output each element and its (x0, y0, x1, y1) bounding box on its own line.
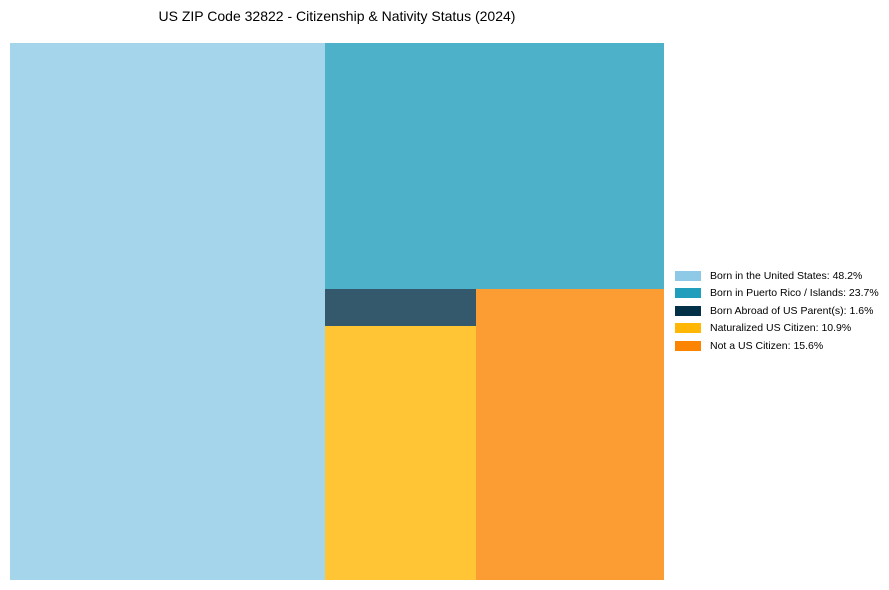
tile-born-in-the-united-states (10, 43, 326, 580)
tile-born-abroad-of-us-parent-s (325, 288, 476, 326)
legend-label-naturalized-us-citizen: Naturalized US Citizen: 10.9% (710, 322, 852, 335)
chart-title: US ZIP Code 32822 - Citizenship & Nativi… (158, 8, 516, 24)
legend-label-not-a-us-citizen: Not a US Citizen: 15.6% (710, 339, 824, 352)
legend-swatch-born-abroad-of-us-parent-s (675, 305, 701, 316)
legend-item-born-in-the-united-states: Born in the United States: 48.2% (675, 267, 879, 285)
legend-swatch-naturalized-us-citizen (675, 323, 701, 334)
legend-swatch-born-in-the-united-states (675, 270, 701, 281)
legend-label-born-in-puerto-rico-islands: Born in Puerto Rico / Islands: 23.7% (710, 287, 879, 300)
legend-item-not-a-us-citizen: Not a US Citizen: 15.6% (675, 337, 879, 355)
tile-naturalized-us-citizen (325, 325, 476, 580)
legend: Born in the United States: 48.2% Born in … (675, 267, 879, 355)
legend-item-born-abroad-of-us-parent-s: Born Abroad of US Parent(s): 1.6% (675, 302, 879, 320)
legend-swatch-not-a-us-citizen (675, 340, 701, 351)
legend-swatch-born-in-puerto-rico-islands (675, 288, 701, 299)
legend-item-naturalized-us-citizen: Naturalized US Citizen: 10.9% (675, 320, 879, 338)
tile-born-in-puerto-rico-islands (325, 43, 664, 289)
tile-not-a-us-citizen (475, 288, 664, 580)
legend-label-born-in-the-united-states: Born in the United States: 48.2% (710, 269, 863, 282)
legend-label-born-abroad-of-us-parent-s: Born Abroad of US Parent(s): 1.6% (710, 304, 874, 317)
treemap-plot-area (10, 43, 664, 580)
legend-item-born-in-puerto-rico-islands: Born in Puerto Rico / Islands: 23.7% (675, 285, 879, 303)
